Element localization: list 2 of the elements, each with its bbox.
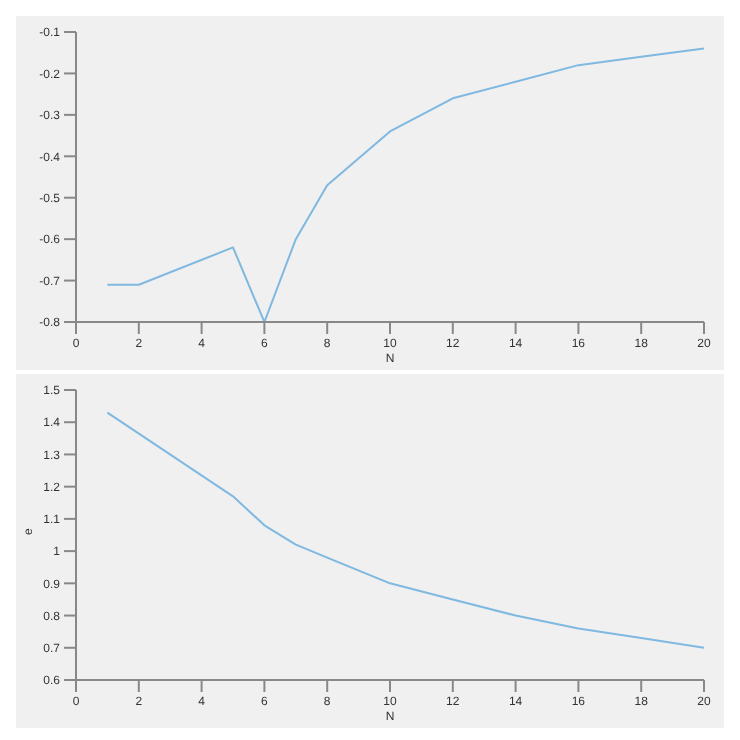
line-series: [106, 411, 704, 649]
line-series: [106, 47, 704, 322]
